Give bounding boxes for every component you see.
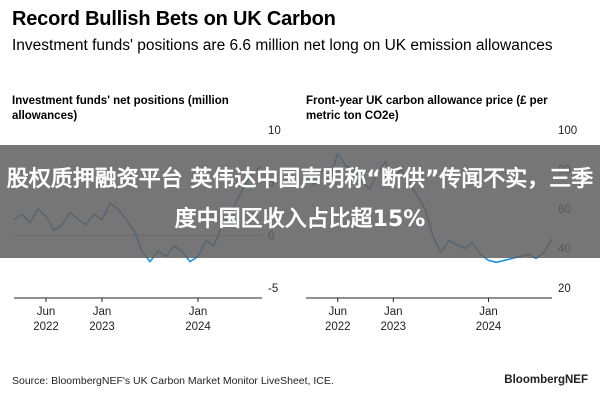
news-overlay-band xyxy=(0,145,600,258)
net-positions-y-tick-label: -5 xyxy=(268,283,278,295)
left-panel-title: Investment funds' net positions (million… xyxy=(12,95,229,122)
carbon-price-y-tick-label: 20 xyxy=(558,283,571,295)
brand-logo-text: BloombergNEF xyxy=(504,374,588,386)
right-panel-title: Front-year UK carbon allowance price (£ … xyxy=(306,95,548,122)
news-overlay-text: 股权质押融资平台 英伟达中国声明称“断供”传闻不实，三季度中国区收入占比超15% xyxy=(6,167,594,232)
chart-title: Record Bullish Bets on UK Carbon xyxy=(12,8,336,30)
net-positions-x-tick-label-year: 2022 xyxy=(33,321,59,333)
net-positions-x-tick-label-month: Jan xyxy=(189,306,208,318)
net-positions-y-tick-label: 10 xyxy=(268,125,281,137)
carbon-price-x-tick-label-month: Jan xyxy=(384,306,403,318)
carbon-price-x-tick-label-month: Jun xyxy=(328,306,347,318)
carbon-price-x-tick-label-year: 2024 xyxy=(476,321,502,333)
net-positions-x-tick-label-month: Jun xyxy=(37,306,56,318)
source-note: Source: BloombergNEF's UK Carbon Market … xyxy=(12,375,334,387)
carbon-price-x-tick-label-month: Jan xyxy=(479,306,498,318)
net-positions-x-tick-label-year: 2023 xyxy=(89,321,115,333)
carbon-price-x-tick-label-year: 2022 xyxy=(325,321,351,333)
carbon-price-x-tick-label-year: 2023 xyxy=(380,321,406,333)
net-positions-x-tick-label-year: 2024 xyxy=(185,321,211,333)
net-positions-x-tick-label-month: Jan xyxy=(93,306,112,318)
carbon-price-y-tick-label: 100 xyxy=(558,125,577,137)
chart-subtitle: Investment funds' positions are 6.6 mill… xyxy=(12,37,553,54)
